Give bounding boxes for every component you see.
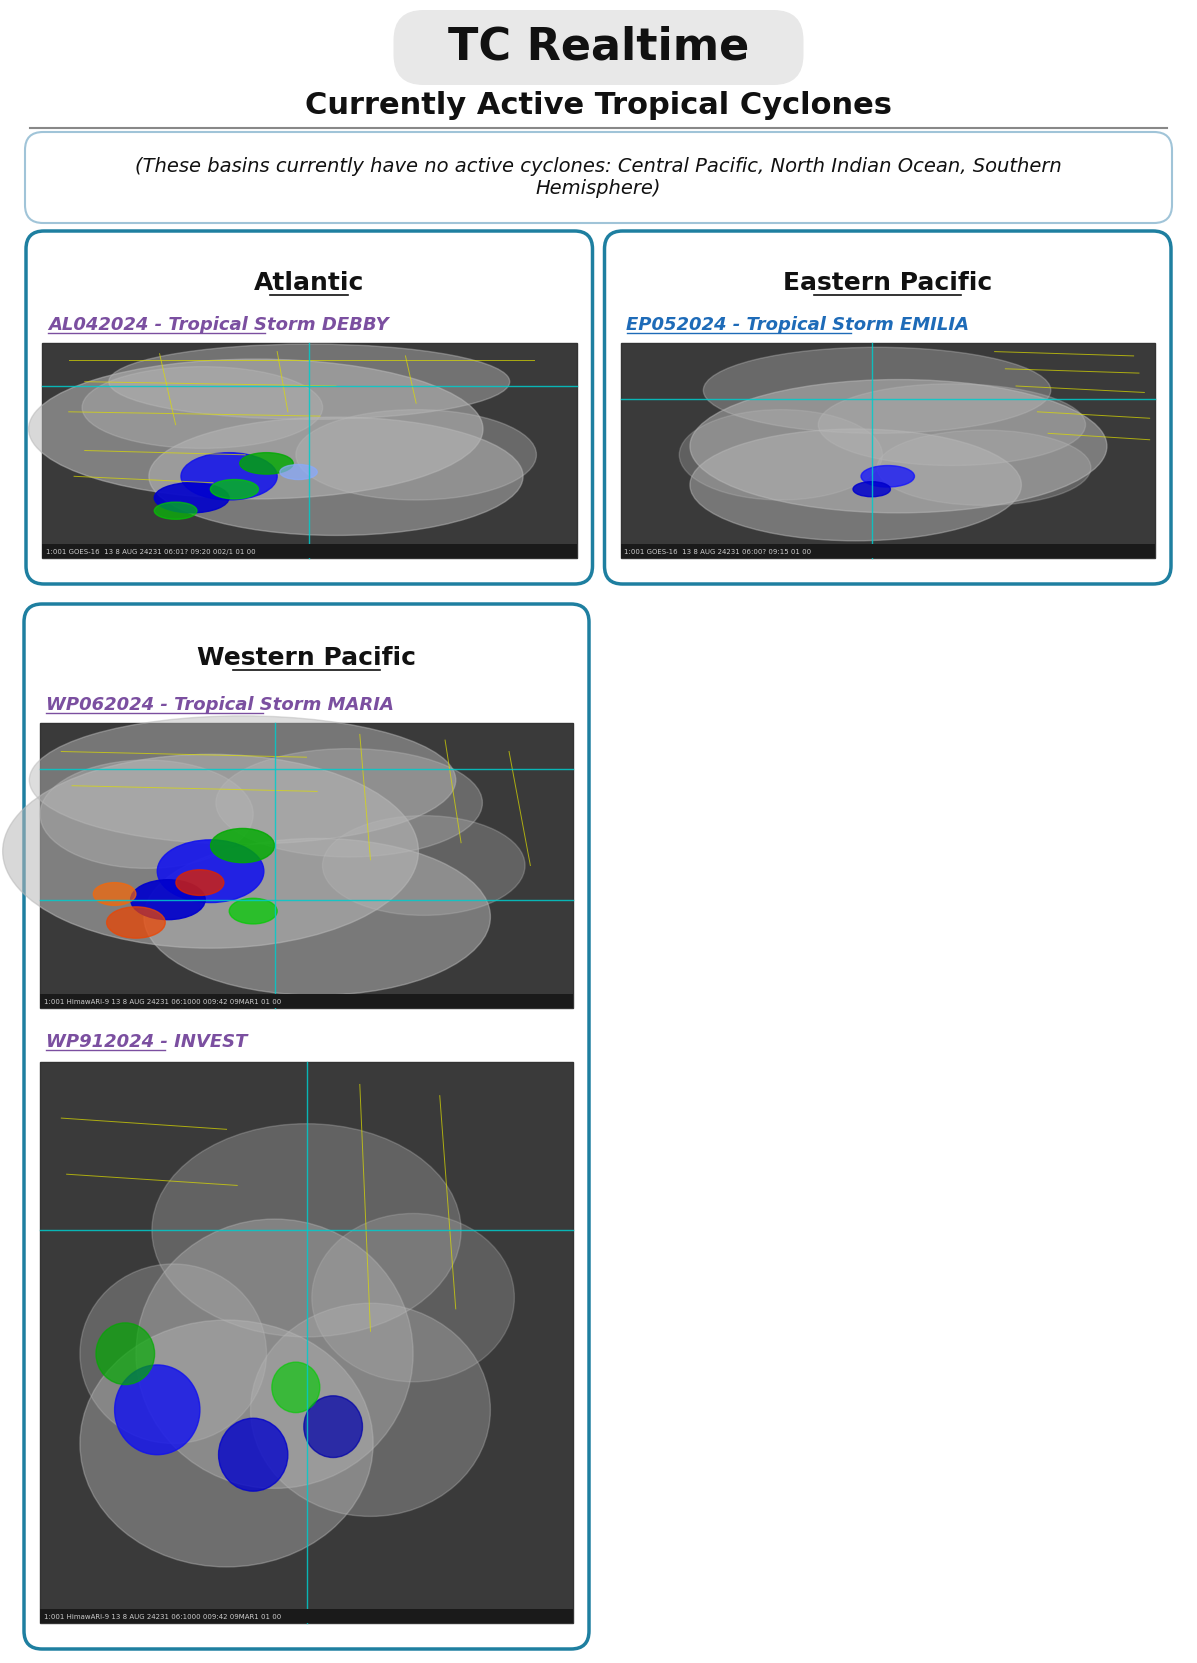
FancyBboxPatch shape bbox=[25, 131, 1172, 223]
Ellipse shape bbox=[689, 379, 1107, 512]
FancyBboxPatch shape bbox=[394, 10, 803, 85]
FancyBboxPatch shape bbox=[24, 604, 589, 1650]
Bar bbox=[40, 723, 573, 1008]
Text: Atlantic: Atlantic bbox=[254, 271, 364, 294]
Ellipse shape bbox=[272, 1362, 320, 1412]
Ellipse shape bbox=[704, 348, 1051, 434]
Ellipse shape bbox=[93, 883, 136, 905]
Text: 1:001 HimawARI-9 13 8 AUG 24231 06:1000 009:42 09MAR1 01 00: 1:001 HimawARI-9 13 8 AUG 24231 06:1000 … bbox=[44, 1615, 281, 1620]
Ellipse shape bbox=[154, 502, 198, 519]
Bar bbox=[620, 343, 1155, 559]
Ellipse shape bbox=[29, 359, 482, 499]
Ellipse shape bbox=[229, 898, 278, 925]
Text: EP052024 - Tropical Storm EMILIA: EP052024 - Tropical Storm EMILIA bbox=[626, 316, 970, 334]
Ellipse shape bbox=[152, 1124, 461, 1337]
Ellipse shape bbox=[280, 464, 317, 479]
Ellipse shape bbox=[40, 760, 254, 868]
Bar bbox=[40, 1610, 573, 1623]
Ellipse shape bbox=[312, 1214, 515, 1382]
Ellipse shape bbox=[107, 906, 165, 938]
Ellipse shape bbox=[861, 466, 915, 487]
Text: 1:001 HimawARI-9 13 8 AUG 24231 06:1000 009:42 09MAR1 01 00: 1:001 HimawARI-9 13 8 AUG 24231 06:1000 … bbox=[44, 999, 281, 1004]
Ellipse shape bbox=[679, 409, 882, 501]
Bar bbox=[40, 1063, 573, 1623]
Ellipse shape bbox=[211, 828, 274, 863]
Ellipse shape bbox=[130, 880, 205, 920]
Ellipse shape bbox=[80, 1264, 267, 1443]
Ellipse shape bbox=[109, 344, 510, 419]
Ellipse shape bbox=[157, 840, 263, 903]
Ellipse shape bbox=[96, 1322, 154, 1385]
Ellipse shape bbox=[853, 482, 891, 497]
Ellipse shape bbox=[322, 815, 525, 915]
Text: 1:001 GOES-16  13 8 AUG 24231 06:00? 09:15 01 00: 1:001 GOES-16 13 8 AUG 24231 06:00? 09:1… bbox=[625, 549, 812, 555]
Ellipse shape bbox=[144, 838, 491, 994]
Bar bbox=[42, 544, 577, 559]
Ellipse shape bbox=[239, 452, 293, 474]
FancyBboxPatch shape bbox=[604, 231, 1171, 584]
Ellipse shape bbox=[154, 482, 229, 512]
Ellipse shape bbox=[215, 748, 482, 856]
Ellipse shape bbox=[83, 366, 323, 449]
Ellipse shape bbox=[2, 755, 419, 948]
Ellipse shape bbox=[181, 452, 278, 501]
Ellipse shape bbox=[80, 1320, 373, 1567]
Text: (These basins currently have no active cyclones: Central Pacific, North Indian O: (These basins currently have no active c… bbox=[135, 156, 1062, 198]
Ellipse shape bbox=[30, 715, 456, 845]
Ellipse shape bbox=[176, 870, 224, 895]
Ellipse shape bbox=[819, 384, 1086, 466]
Text: AL042024 - Tropical Storm DEBBY: AL042024 - Tropical Storm DEBBY bbox=[48, 316, 389, 334]
Bar bbox=[40, 994, 573, 1008]
Text: TC Realtime: TC Realtime bbox=[448, 27, 749, 68]
Ellipse shape bbox=[219, 1419, 287, 1492]
Bar bbox=[620, 544, 1155, 559]
Text: Western Pacific: Western Pacific bbox=[198, 645, 417, 670]
Ellipse shape bbox=[877, 431, 1090, 506]
Ellipse shape bbox=[296, 409, 536, 501]
Text: WP062024 - Tropical Storm MARIA: WP062024 - Tropical Storm MARIA bbox=[45, 697, 394, 713]
Ellipse shape bbox=[250, 1304, 491, 1517]
Text: WP912024 - INVEST: WP912024 - INVEST bbox=[45, 1033, 248, 1051]
FancyBboxPatch shape bbox=[26, 231, 593, 584]
Ellipse shape bbox=[148, 417, 523, 535]
Text: 1:001 GOES-16  13 8 AUG 24231 06:01? 09:20 002/1 01 00: 1:001 GOES-16 13 8 AUG 24231 06:01? 09:2… bbox=[45, 549, 256, 555]
Text: Eastern Pacific: Eastern Pacific bbox=[783, 271, 992, 294]
Bar bbox=[42, 343, 577, 559]
Ellipse shape bbox=[689, 429, 1021, 540]
Ellipse shape bbox=[136, 1219, 413, 1488]
Ellipse shape bbox=[304, 1395, 363, 1457]
Text: Currently Active Tropical Cyclones: Currently Active Tropical Cyclones bbox=[305, 90, 892, 120]
Ellipse shape bbox=[211, 479, 259, 499]
Ellipse shape bbox=[115, 1365, 200, 1455]
